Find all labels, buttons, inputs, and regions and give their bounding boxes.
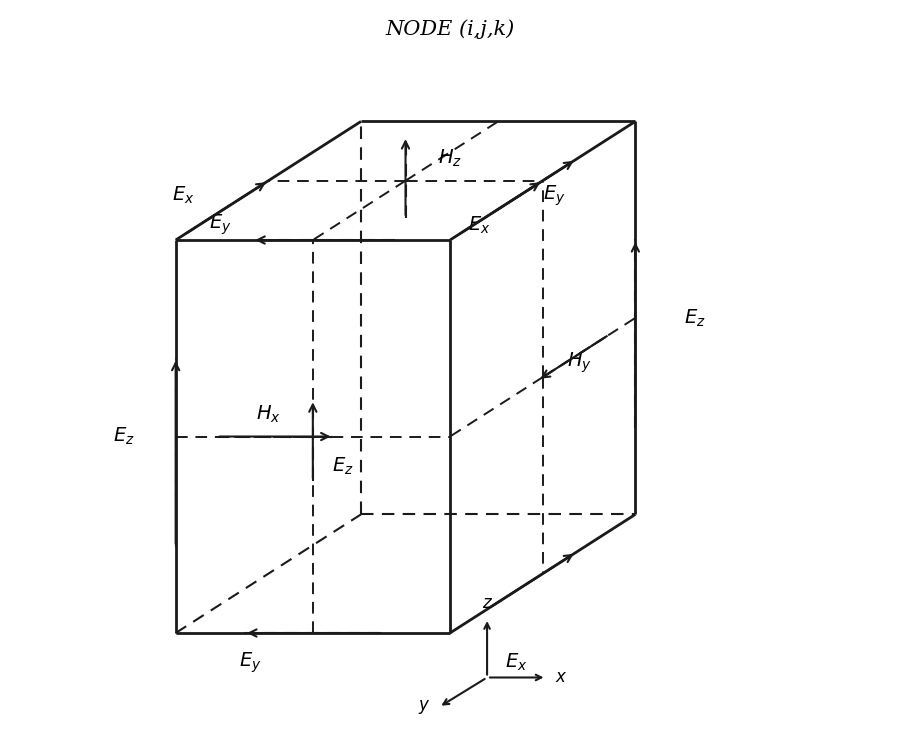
Text: $E_x$: $E_x$ <box>172 185 194 206</box>
Text: $E_z$: $E_z$ <box>684 307 706 329</box>
Text: $E_y$: $E_y$ <box>543 183 565 208</box>
Text: $x$: $x$ <box>555 669 567 686</box>
Text: $E_z$: $E_z$ <box>112 426 135 447</box>
Text: $E_x$: $E_x$ <box>468 214 490 236</box>
Text: $E_z$: $E_z$ <box>331 456 354 477</box>
Text: $H_z$: $H_z$ <box>438 148 462 169</box>
Text: $H_y$: $H_y$ <box>567 350 592 375</box>
Text: $E_x$: $E_x$ <box>506 652 528 673</box>
Text: $z$: $z$ <box>482 595 492 613</box>
Text: NODE (i,j,k): NODE (i,j,k) <box>385 19 515 39</box>
Text: $E_y$: $E_y$ <box>209 213 231 238</box>
Text: $E_y$: $E_y$ <box>238 651 261 675</box>
Text: $H_x$: $H_x$ <box>256 403 281 425</box>
Text: $y$: $y$ <box>418 698 430 716</box>
